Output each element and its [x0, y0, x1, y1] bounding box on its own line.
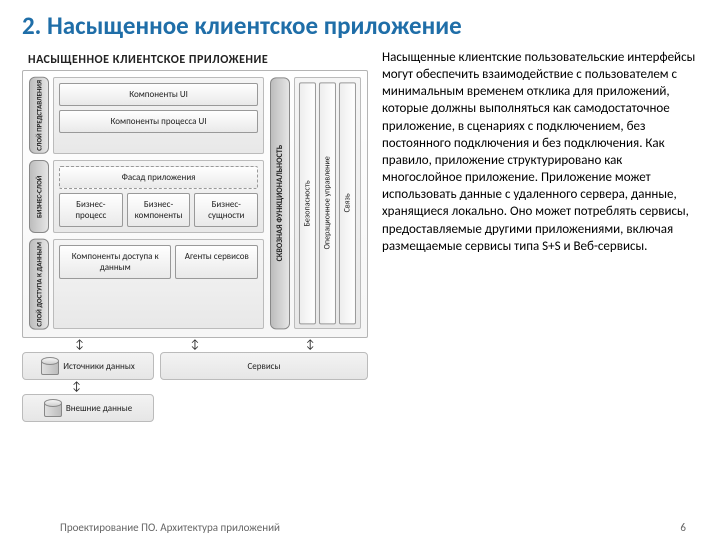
app-title: НАСЫЩЕННОЕ КЛИЕНТСКОЕ ПРИЛОЖЕНИЕ	[22, 49, 368, 70]
block-ui-process: Компоненты процесса UI	[59, 110, 258, 133]
ext-data-sources: Источники данных	[22, 352, 154, 380]
arrow-icon: ↕	[72, 382, 81, 392]
arrow-row: ↕ ↕ ↕	[22, 338, 368, 352]
layer-business: БИЗНЕС-СЛОЙ Фасад приложения Бизнес-проц…	[29, 160, 264, 233]
layer-label: СЛОЙ ПРЕДСТАВЛЕНИЯ	[29, 77, 49, 154]
footer-left: Проектирование ПО. Архитектура приложени…	[60, 521, 280, 534]
footer-page: 6	[680, 521, 686, 534]
cylinder-icon	[41, 357, 59, 375]
arrow-icon: ↕	[306, 340, 315, 350]
block-service-agents: Агенты сервисов	[175, 245, 258, 279]
body-text: Насыщенные клиентские пользовательские и…	[382, 49, 698, 422]
external-row-2: Внешние данные	[22, 394, 368, 422]
block-facade: Фасад приложения	[59, 166, 258, 189]
cross-label: СКВОЗНАЯ ФУНКЦИОНАЛЬНОСТЬ	[270, 77, 290, 329]
block-ui-components: Компоненты UI	[59, 83, 258, 106]
block-biz-process: Бизнес-процесс	[59, 193, 123, 227]
cross-operational: Операционное управление	[319, 82, 336, 324]
ext-external-data: Внешние данные	[22, 394, 154, 422]
layer-data: СЛОЙ ДОСТУПА К ДАННЫМ Компоненты доступа…	[29, 239, 264, 330]
diagram-column: НАСЫЩЕННОЕ КЛИЕНТСКОЕ ПРИЛОЖЕНИЕ СЛОЙ ПР…	[22, 49, 368, 422]
cylinder-icon	[44, 399, 62, 417]
cross-security: Безопасность	[299, 82, 316, 324]
arrow-icon: ↕	[75, 340, 84, 350]
block-biz-entities: Бизнес-сущности	[194, 193, 258, 227]
block-data-access: Компоненты доступа к данным	[59, 245, 171, 279]
external-row-1: Источники данных Сервисы	[22, 352, 368, 380]
layer-label: БИЗНЕС-СЛОЙ	[29, 160, 49, 233]
arrow-icon: ↕	[190, 340, 199, 350]
ext-services: Сервисы	[160, 352, 368, 380]
slide-title: 2. Насыщенное клиентское приложение	[22, 10, 698, 41]
cross-cutting: СКВОЗНАЯ ФУНКЦИОНАЛЬНОСТЬ Безопасность О…	[270, 77, 361, 329]
layer-label: СЛОЙ ДОСТУПА К ДАННЫМ	[29, 239, 49, 330]
layer-presentation: СЛОЙ ПРЕДСТАВЛЕНИЯ Компоненты UI Компоне…	[29, 77, 264, 154]
ext-label: Сервисы	[248, 361, 281, 372]
arrow-row: ↕	[22, 380, 368, 394]
app-box: СЛОЙ ПРЕДСТАВЛЕНИЯ Компоненты UI Компоне…	[22, 70, 368, 338]
cross-comm: Связь	[339, 82, 356, 324]
ext-label: Внешние данные	[66, 403, 132, 414]
ext-label: Источники данных	[63, 361, 135, 372]
block-biz-components: Бизнес-компоненты	[127, 193, 191, 227]
